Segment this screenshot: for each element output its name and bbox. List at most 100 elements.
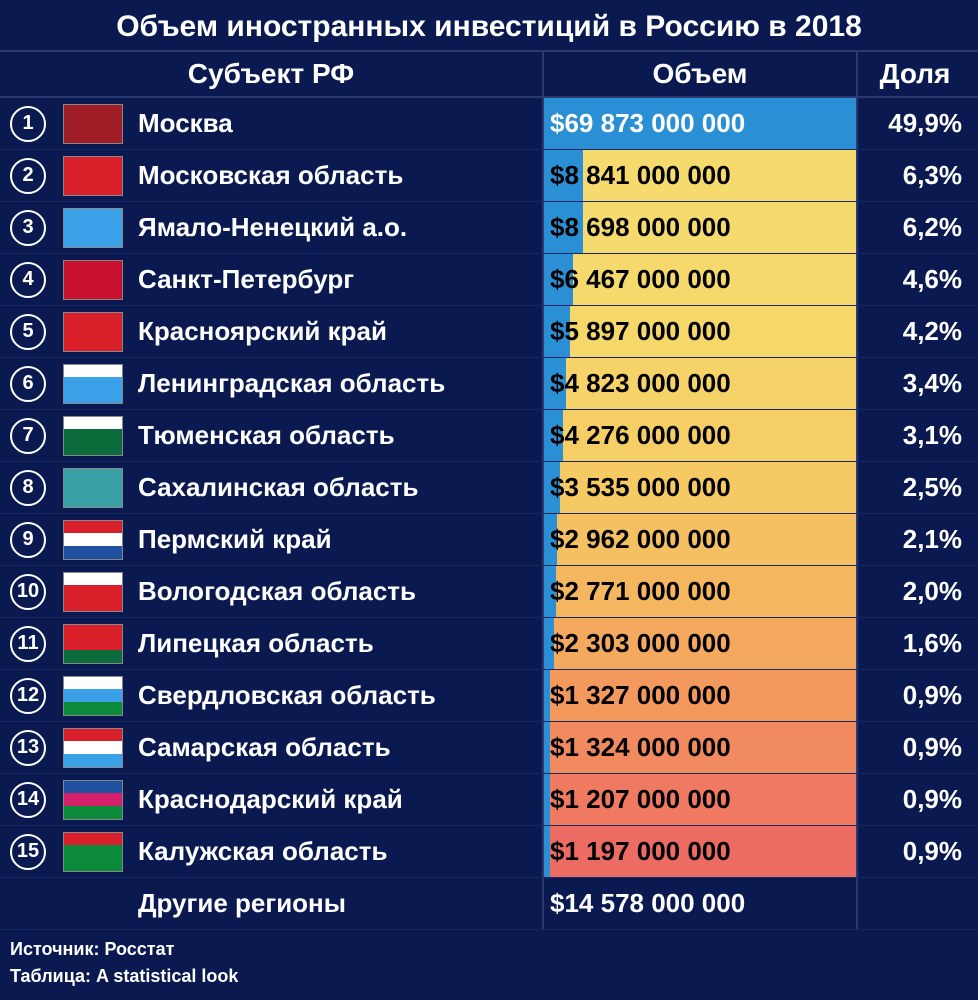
region-flag-icon xyxy=(63,728,123,768)
rank-cell: 2 xyxy=(0,150,56,201)
flag-cell xyxy=(56,774,130,825)
share-value: 0,9% xyxy=(858,826,972,877)
flag-cell xyxy=(56,358,130,409)
volume-cell: $8 698 000 000 xyxy=(544,202,858,253)
other-regions-label: Другие регионы xyxy=(0,878,544,929)
rank-cell: 6 xyxy=(0,358,56,409)
region-flag-icon xyxy=(63,468,123,508)
share-value: 2,1% xyxy=(858,514,972,565)
flag-cell xyxy=(56,462,130,513)
volume-cell: $4 823 000 000 xyxy=(544,358,858,409)
share-value: 2,0% xyxy=(858,566,972,617)
volume-value: $2 962 000 000 xyxy=(544,524,731,555)
region-name: Липецкая область xyxy=(130,618,544,669)
rank-cell: 13 xyxy=(0,722,56,773)
infographic-container: Объем иностранных инвестиций в Россию в … xyxy=(0,0,978,1000)
region-name: Тюменская область xyxy=(130,410,544,461)
flag-cell xyxy=(56,826,130,877)
region-name: Москва xyxy=(130,98,544,149)
region-name: Ямало-Ненецкий а.о. xyxy=(130,202,544,253)
volume-cell: $1 197 000 000 xyxy=(544,826,858,877)
rank-badge: 9 xyxy=(10,522,46,558)
flag-cell xyxy=(56,514,130,565)
region-name: Ленинградская область xyxy=(130,358,544,409)
volume-value: $4 276 000 000 xyxy=(544,420,731,451)
volume-value: $6 467 000 000 xyxy=(544,264,731,295)
share-value: 4,6% xyxy=(858,254,972,305)
flag-cell xyxy=(56,150,130,201)
share-value: 0,9% xyxy=(858,722,972,773)
table-row: 7Тюменская область$4 276 000 0003,1% xyxy=(0,410,978,462)
flag-cell xyxy=(56,670,130,721)
flag-cell xyxy=(56,410,130,461)
volume-cell: $4 276 000 000 xyxy=(544,410,858,461)
page-title: Объем иностранных инвестиций в Россию в … xyxy=(0,0,978,52)
flag-cell xyxy=(56,254,130,305)
volume-cell: $1 324 000 000 xyxy=(544,722,858,773)
region-flag-icon xyxy=(63,260,123,300)
footer-table: Таблица: A statistical look xyxy=(10,963,968,990)
rank-cell: 11 xyxy=(0,618,56,669)
volume-value: $1 324 000 000 xyxy=(544,732,731,763)
volume-value: $3 535 000 000 xyxy=(544,472,731,503)
volume-value: $1 327 000 000 xyxy=(544,680,731,711)
rank-cell: 9 xyxy=(0,514,56,565)
region-flag-icon xyxy=(63,520,123,560)
rank-cell: 3 xyxy=(0,202,56,253)
table-row: 14Краснодарский край$1 207 000 0000,9% xyxy=(0,774,978,826)
volume-value: $4 823 000 000 xyxy=(544,368,731,399)
volume-cell: $1 327 000 000 xyxy=(544,670,858,721)
share-value: 6,3% xyxy=(858,150,972,201)
rank-badge: 1 xyxy=(10,106,46,142)
rank-cell: 8 xyxy=(0,462,56,513)
rank-badge: 11 xyxy=(10,626,46,662)
region-flag-icon xyxy=(63,208,123,248)
region-flag-icon xyxy=(63,624,123,664)
volume-cell: $2 962 000 000 xyxy=(544,514,858,565)
table-row: 13 Самарская область$1 324 000 000 0,9% xyxy=(0,722,978,774)
region-name: Московская область xyxy=(130,150,544,201)
table-body: 1Москва$69 873 000 00049,9%2Московская о… xyxy=(0,98,978,878)
region-name: Самарская область xyxy=(130,722,544,773)
volume-value: $2 303 000 000 xyxy=(544,628,731,659)
table-row: 15 Калужская область$1 197 000 0000,9% xyxy=(0,826,978,878)
volume-value: $8 841 000 000 xyxy=(544,160,731,191)
volume-cell: $5 897 000 000 xyxy=(544,306,858,357)
flag-cell xyxy=(56,306,130,357)
flag-cell xyxy=(56,98,130,149)
share-value: 6,2% xyxy=(858,202,972,253)
region-name: Краснодарский край xyxy=(130,774,544,825)
region-name: Санкт-Петербург xyxy=(130,254,544,305)
region-name: Красноярский край xyxy=(130,306,544,357)
region-name: Калужская область xyxy=(130,826,544,877)
rank-badge: 15 xyxy=(10,834,46,870)
other-regions-volume: $14 578 000 000 xyxy=(544,878,858,929)
volume-value: $1 207 000 000 xyxy=(544,784,731,815)
rank-cell: 12 xyxy=(0,670,56,721)
col-header-volume: Объем xyxy=(544,52,858,96)
rank-cell: 10 xyxy=(0,566,56,617)
rank-badge: 12 xyxy=(10,678,46,714)
rank-badge: 14 xyxy=(10,782,46,818)
volume-cell: $69 873 000 000 xyxy=(544,98,858,149)
flag-cell xyxy=(56,722,130,773)
volume-value: $5 897 000 000 xyxy=(544,316,731,347)
table-row: 9Пермский край$2 962 000 0002,1% xyxy=(0,514,978,566)
region-flag-icon xyxy=(63,780,123,820)
share-value: 2,5% xyxy=(858,462,972,513)
rank-badge: 5 xyxy=(10,314,46,350)
footer: Источник: Росстат Таблица: A statistical… xyxy=(0,930,978,1000)
rank-badge: 2 xyxy=(10,158,46,194)
rank-badge: 4 xyxy=(10,262,46,298)
share-value: 3,4% xyxy=(858,358,972,409)
region-flag-icon xyxy=(63,676,123,716)
rank-badge: 10 xyxy=(10,574,46,610)
region-flag-icon xyxy=(63,832,123,872)
table-row: 2 Московская область$8 841 000 000 6,3% xyxy=(0,150,978,202)
rank-badge: 8 xyxy=(10,470,46,506)
region-flag-icon xyxy=(63,364,123,404)
flag-cell xyxy=(56,202,130,253)
table-row: 10Вологодская область$2 771 000 0002,0% xyxy=(0,566,978,618)
rank-cell: 15 xyxy=(0,826,56,877)
volume-value: $69 873 000 000 xyxy=(544,108,745,139)
